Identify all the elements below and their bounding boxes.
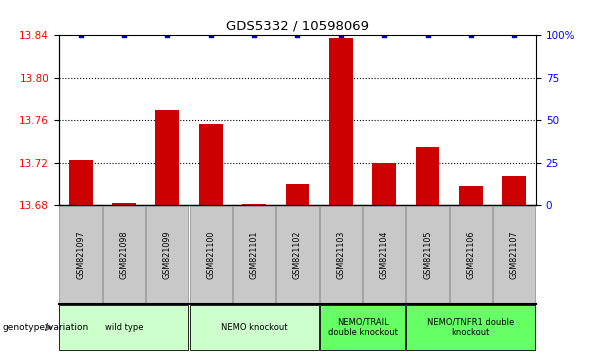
Point <box>379 33 389 38</box>
Bar <box>502 176 526 205</box>
Bar <box>155 110 179 205</box>
Bar <box>329 38 353 205</box>
Bar <box>112 203 136 205</box>
Point <box>163 33 172 38</box>
Text: GSM821100: GSM821100 <box>206 231 215 279</box>
Text: GSM821102: GSM821102 <box>293 230 302 279</box>
Point <box>249 33 259 38</box>
Text: GSM821101: GSM821101 <box>250 231 259 279</box>
Bar <box>372 163 396 205</box>
Point <box>509 33 519 38</box>
Text: GSM821103: GSM821103 <box>336 231 345 279</box>
Text: GSM821097: GSM821097 <box>76 230 85 279</box>
Text: wild type: wild type <box>105 323 143 332</box>
Point <box>336 33 346 38</box>
Text: GSM821106: GSM821106 <box>466 231 475 279</box>
Bar <box>242 204 266 205</box>
Point <box>76 33 85 38</box>
Bar <box>416 147 439 205</box>
Point <box>423 33 432 38</box>
Point <box>119 33 128 38</box>
Text: GSM821099: GSM821099 <box>163 230 172 279</box>
Text: NEMO knockout: NEMO knockout <box>221 323 287 332</box>
Text: GSM821107: GSM821107 <box>510 230 519 279</box>
Text: GSM821104: GSM821104 <box>380 231 389 279</box>
Text: GSM821098: GSM821098 <box>120 230 128 279</box>
Point <box>293 33 302 38</box>
Bar <box>198 124 223 205</box>
Bar <box>69 160 92 205</box>
Title: GDS5332 / 10598069: GDS5332 / 10598069 <box>226 20 369 33</box>
Text: NEMO/TRAIL
double knockout: NEMO/TRAIL double knockout <box>327 318 398 337</box>
Bar <box>286 184 309 205</box>
Text: GSM821105: GSM821105 <box>423 230 432 279</box>
Point <box>206 33 216 38</box>
Point <box>466 33 476 38</box>
Text: NEMO/TNFR1 double
knockout: NEMO/TNFR1 double knockout <box>427 318 515 337</box>
Text: genotype/variation: genotype/variation <box>3 323 89 332</box>
Bar <box>459 186 483 205</box>
